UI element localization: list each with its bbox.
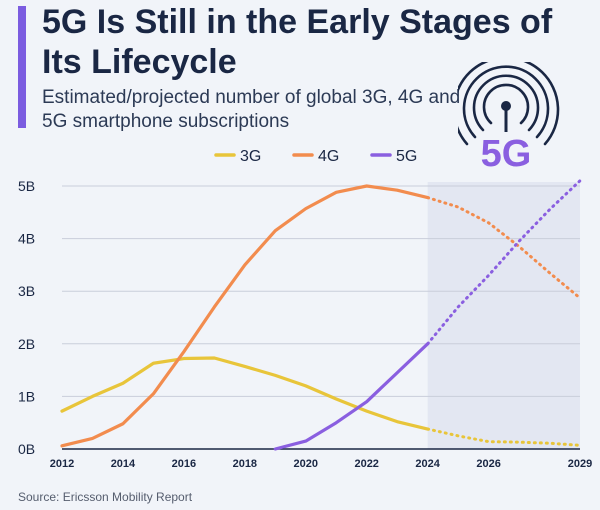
y-tick-label: 3B (18, 283, 35, 299)
y-tick-label: 0B (18, 441, 35, 457)
legend-label-5G: 5G (396, 148, 417, 165)
x-tick-label: 2016 (172, 458, 196, 470)
x-tick-label: 2020 (294, 458, 318, 470)
y-tick-label: 2B (18, 336, 35, 352)
series-line-3G (60, 356, 430, 431)
y-tick-label: 1B (18, 388, 35, 404)
projection-band (427, 182, 580, 449)
x-tick-label: 2024 (415, 458, 440, 470)
series-projection-3G (426, 427, 582, 447)
badge-text: 5G (481, 133, 532, 172)
x-tick-label: 2012 (50, 458, 74, 470)
x-tick-label: 2022 (354, 458, 378, 470)
legend-label-4G: 4G (318, 148, 339, 165)
x-tick-label: 2014 (111, 458, 136, 470)
source-note: Source: Ericsson Mobility Report (18, 490, 193, 504)
accent-bar (18, 6, 26, 128)
x-tick-label: 2029 (568, 458, 592, 470)
y-tick-label: 5B (18, 178, 35, 194)
series-projection-4G (426, 196, 582, 300)
chart-subtitle: Estimated/projected number of global 3G,… (42, 87, 461, 132)
x-tick-label: 2026 (476, 458, 500, 470)
series-line-4G (60, 184, 430, 448)
legend-label-3G: 3G (240, 148, 261, 165)
series-projection-5G (426, 179, 582, 346)
series-line-5G (273, 342, 430, 451)
chart-title: 5G Is Still in the Early Stages of Its L… (42, 3, 553, 81)
5g-signal-icon: 5G (458, 62, 560, 172)
y-tick-label: 4B (18, 231, 35, 247)
x-tick-label: 2018 (233, 458, 257, 470)
